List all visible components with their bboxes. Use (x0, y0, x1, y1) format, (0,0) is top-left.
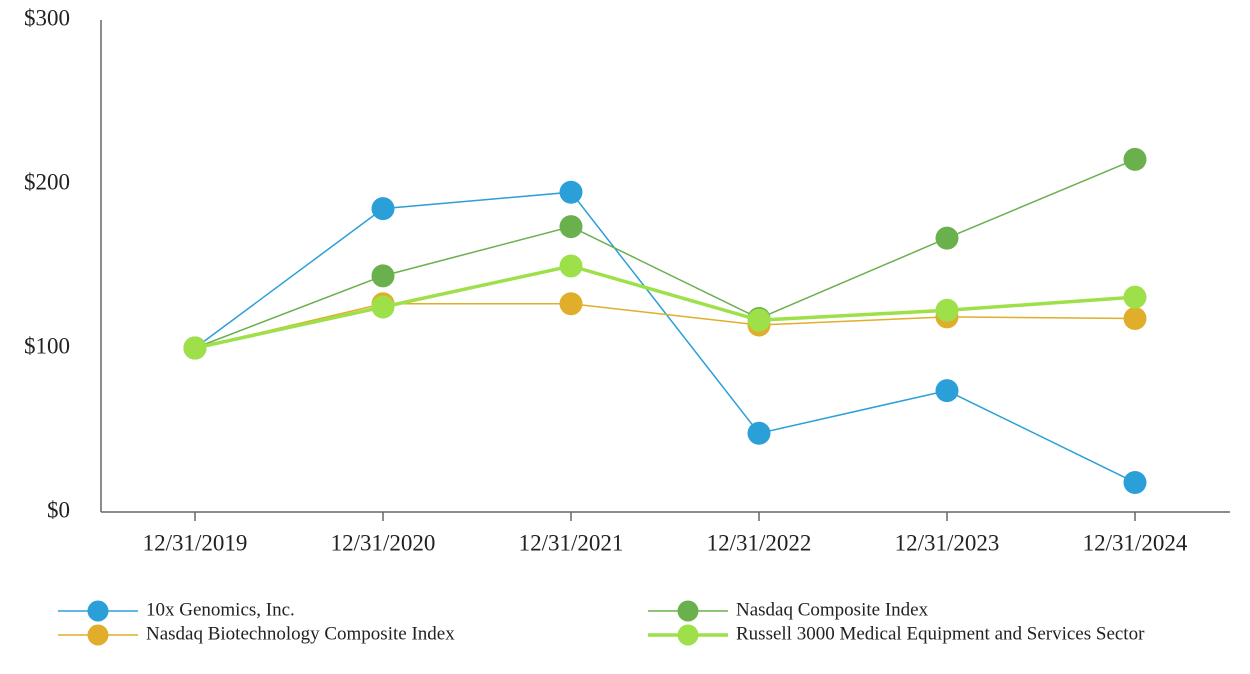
legend-marker (87, 600, 109, 622)
legend-label: Nasdaq Biotechnology Composite Index (146, 623, 455, 644)
marker (1123, 147, 1147, 171)
y-tick-label: $100 (24, 333, 70, 358)
marker (559, 254, 583, 278)
series-line (194, 191, 1136, 484)
x-tick-label: 12/31/2023 (895, 530, 1000, 555)
marker (183, 336, 207, 360)
series-line (194, 158, 1136, 349)
legend-label: Russell 3000 Medical Equipment and Servi… (736, 623, 1145, 644)
y-tick-label: $300 (24, 5, 70, 30)
y-tick-label: $0 (47, 497, 70, 522)
legend-marker (677, 600, 699, 622)
marker (371, 264, 395, 288)
marker (747, 308, 771, 332)
marker (559, 292, 583, 316)
x-tick-label: 12/31/2021 (519, 530, 624, 555)
series-line (194, 302, 1136, 349)
marker (1123, 306, 1147, 330)
legend-marker (677, 624, 699, 646)
marker (371, 197, 395, 221)
legend-marker (87, 624, 109, 646)
marker (559, 215, 583, 239)
legend-label: 10x Genomics, Inc. (146, 599, 295, 620)
legend-label: Nasdaq Composite Index (736, 599, 929, 620)
x-tick-label: 12/31/2019 (143, 530, 248, 555)
x-tick-label: 12/31/2024 (1083, 530, 1188, 555)
marker (1123, 285, 1147, 309)
marker (935, 298, 959, 322)
marker (747, 421, 771, 445)
marker (1123, 470, 1147, 494)
marker (371, 295, 395, 319)
marker (935, 226, 959, 250)
y-tick-label: $200 (24, 169, 70, 194)
x-tick-label: 12/31/2022 (707, 530, 812, 555)
marker (935, 379, 959, 403)
x-tick-label: 12/31/2020 (331, 530, 436, 555)
series-line (194, 264, 1136, 350)
marker (559, 180, 583, 204)
